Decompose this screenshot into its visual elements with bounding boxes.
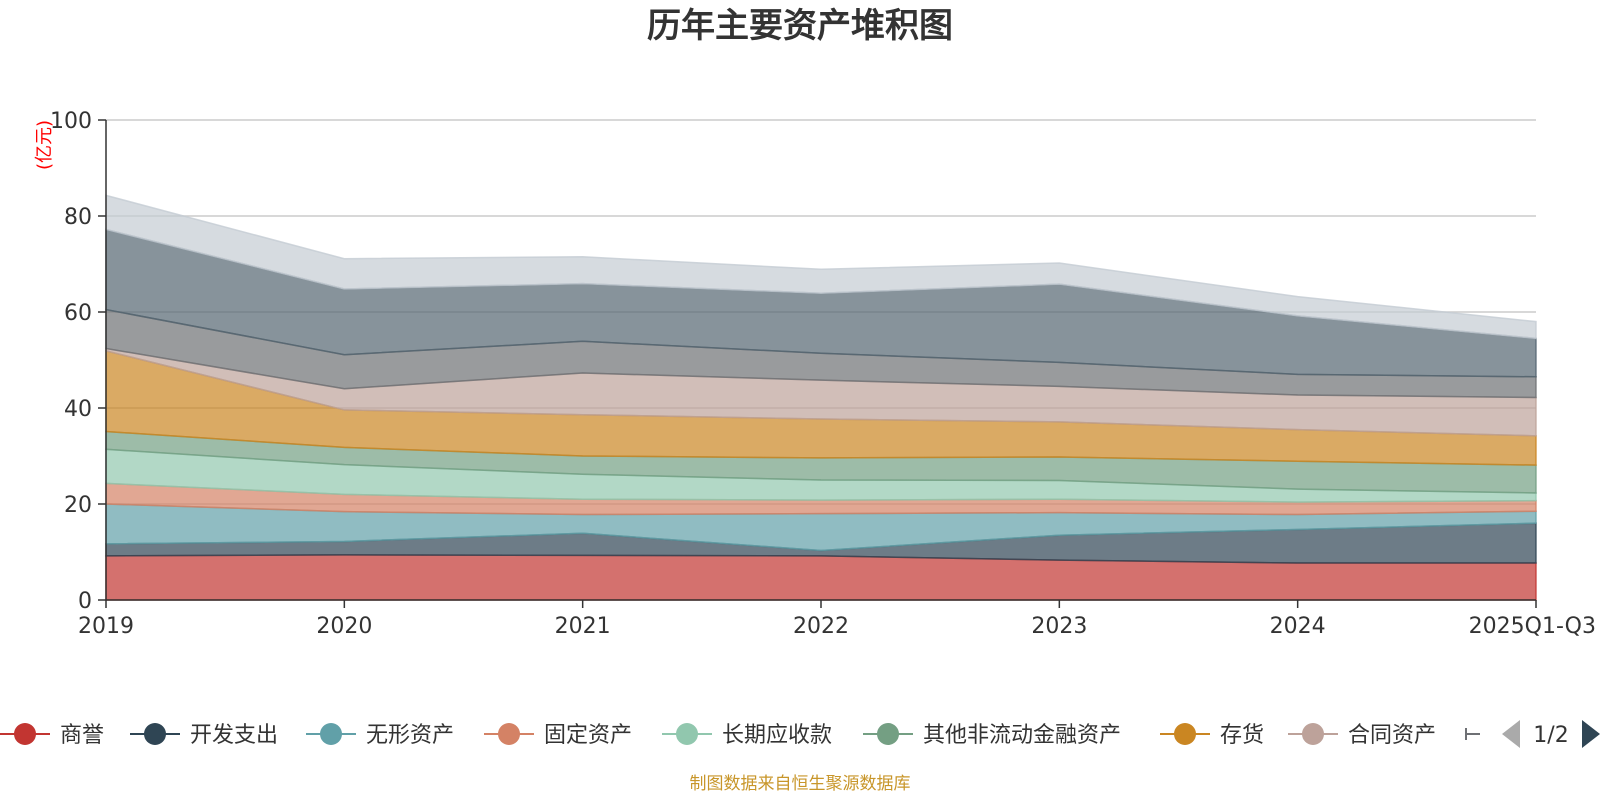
legend-label: 商誉 — [60, 723, 104, 748]
legend-marker — [498, 723, 520, 745]
y-tick-label: 20 — [64, 493, 92, 518]
chart-title: 历年主要资产堆积图 — [647, 6, 953, 46]
legend-label: 存货 — [1220, 723, 1264, 748]
legend[interactable]: 商誉 开发支出 无形资产 固定资产 长期应收款 其他非流动金融资产 存货 合同资产 1/2 — [0, 720, 1600, 748]
y-tick-label: 80 — [64, 205, 92, 230]
y-tick-label: 60 — [64, 301, 92, 326]
legend-marker — [676, 723, 698, 745]
legend-next-icon[interactable] — [1582, 720, 1600, 748]
y-axis-unit: (亿元) — [34, 120, 55, 170]
x-tick-label: 2025Q1-Q3 — [1469, 614, 1596, 639]
data-source-note: 制图数据来自恒生聚源数据库 — [690, 774, 911, 794]
legend-label: 开发支出 — [190, 723, 278, 748]
y-tick-label: 0 — [78, 589, 92, 614]
legend-marker — [144, 723, 166, 745]
legend-item[interactable]: 合同资产 — [1288, 723, 1436, 748]
x-tick-label: 2020 — [316, 614, 372, 639]
y-tick-label: 40 — [64, 397, 92, 422]
y-tick-label: 100 — [50, 109, 92, 134]
legend-item[interactable]: 存货 — [1160, 723, 1264, 748]
legend-marker — [320, 723, 342, 745]
legend-item[interactable]: 开发支出 — [130, 723, 278, 748]
x-tick-label: 2024 — [1270, 614, 1326, 639]
legend-item[interactable]: 无形资产 — [306, 723, 454, 748]
x-tick-label: 2022 — [793, 614, 849, 639]
legend-item[interactable]: 其他非流动金融资产 — [863, 723, 1121, 748]
legend-label: 无形资产 — [366, 723, 454, 748]
legend-marker — [1302, 723, 1324, 745]
legend-item[interactable]: 固定资产 — [484, 723, 632, 748]
legend-prev-icon[interactable] — [1502, 720, 1520, 748]
legend-label: 固定资产 — [544, 723, 632, 748]
legend-label: 合同资产 — [1348, 723, 1436, 748]
legend-item[interactable]: 长期应收款 — [662, 723, 832, 748]
legend-label: 长期应收款 — [722, 723, 832, 748]
legend-marker — [877, 723, 899, 745]
legend-marker — [1174, 723, 1196, 745]
legend-label: 其他非流动金融资产 — [923, 723, 1121, 748]
x-tick-label: 2023 — [1031, 614, 1087, 639]
legend-marker — [14, 723, 36, 745]
area-series[interactable] — [105, 194, 1537, 340]
x-tick-label: 2021 — [555, 614, 611, 639]
series-areas[interactable] — [105, 194, 1537, 601]
x-tick-label: 2019 — [78, 614, 134, 639]
legend-page-indicator: 1/2 — [1533, 723, 1568, 748]
axes: 0 20 40 60 80 100 2019 2020 2021 2022 2023 2024 2025… — [50, 109, 1596, 639]
legend-item[interactable]: 商誉 — [0, 723, 104, 748]
